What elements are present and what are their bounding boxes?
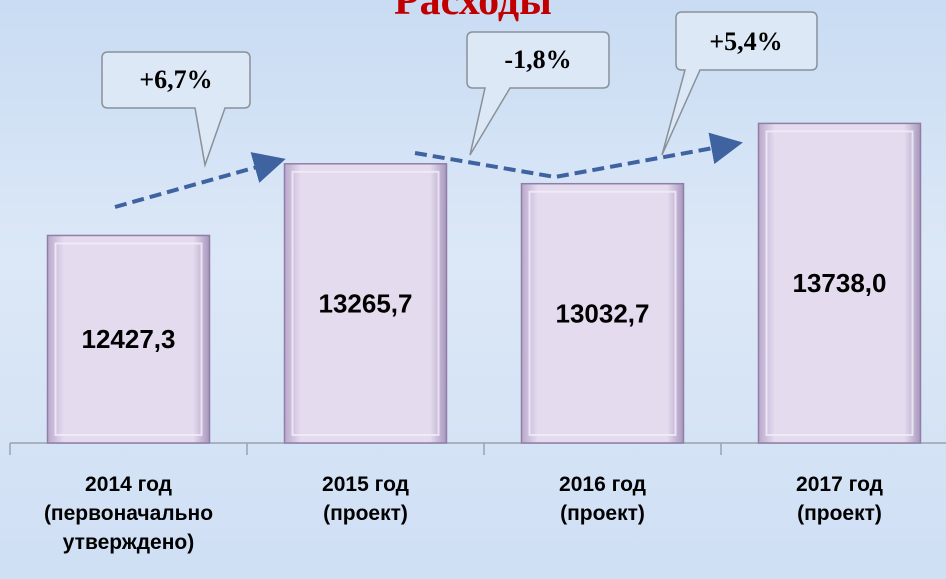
callout-box bbox=[661, 11, 818, 156]
bar-bevel bbox=[291, 170, 440, 436]
x-tick-label: 2014 год (первоначально утверждено) bbox=[43, 473, 214, 554]
trend-arrows bbox=[114, 132, 743, 209]
bar bbox=[757, 122, 922, 444]
value-label: 12427,3 bbox=[82, 324, 176, 354]
axis-ticks bbox=[9, 443, 722, 455]
arrow bbox=[414, 132, 743, 180]
value-label: 13738,0 bbox=[793, 268, 887, 298]
x-tick-label: 2015 год (проект) bbox=[322, 473, 409, 525]
annotation: -1,8% bbox=[504, 45, 571, 74]
bar bbox=[283, 163, 448, 444]
arrow bbox=[114, 152, 286, 209]
callouts bbox=[101, 11, 818, 168]
callout-box bbox=[101, 51, 251, 168]
x-tick-label: 2017 год (проект) bbox=[796, 473, 883, 525]
bar-bevel bbox=[765, 130, 914, 436]
bar-bevel bbox=[528, 190, 677, 436]
annotation: +5,4% bbox=[709, 27, 782, 56]
bar bbox=[520, 182, 685, 444]
chart-title: Расходы bbox=[394, 0, 552, 24]
value-label: 13265,7 bbox=[319, 288, 413, 318]
x-tick-label: 2016 год (проект) bbox=[559, 473, 646, 525]
bar-bevel bbox=[54, 242, 203, 436]
callout-box bbox=[466, 31, 610, 156]
bar bbox=[46, 234, 211, 444]
annotation: +6,7% bbox=[139, 65, 212, 94]
value-label: 13032,7 bbox=[556, 298, 650, 328]
